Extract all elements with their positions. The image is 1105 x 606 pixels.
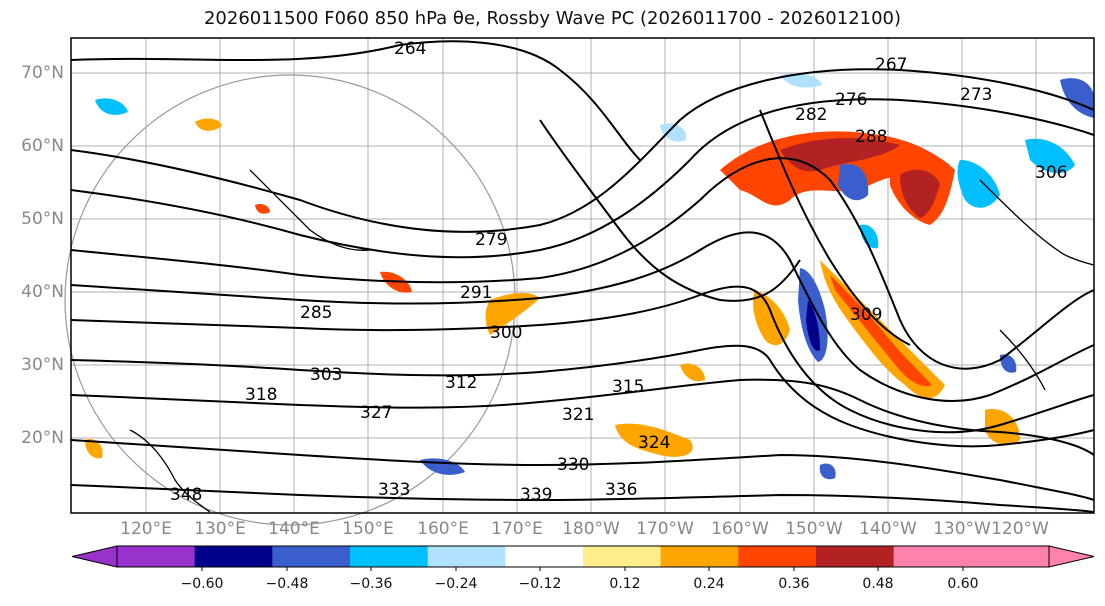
contour-label: 273 [960,85,992,105]
positive-anomalies [85,118,1020,459]
contour-label: 339 [520,485,552,505]
contour-label: 330 [557,455,589,475]
contour-label: 312 [445,373,477,393]
lon-label: 150°E [342,519,394,539]
contour-label: 348 [170,485,202,505]
lon-label: 160°E [417,519,469,539]
lon-label: 120°E [120,519,172,539]
contour-label: 279 [475,230,507,250]
contour-label: 309 [850,305,882,325]
colorbar-tick-label: 0.12 [609,576,641,592]
contour-label: 336 [605,480,637,500]
lon-label: 120°W [991,519,1049,539]
colorbar-tick-label: 0.48 [862,576,894,592]
lon-label: 170°E [491,519,543,539]
lat-label: 30°N [21,355,64,375]
contour-label: 306 [1035,163,1067,183]
colorbar-tick-label: 0.60 [947,576,979,592]
lon-label: 140°E [268,519,320,539]
coastlines [129,169,1095,513]
contour-label: 333 [378,480,410,500]
contour-label: 264 [394,39,426,59]
map-plot-area [71,38,1094,513]
lat-label: 70°N [21,63,64,83]
colorbar-tick-label: 0.24 [693,576,725,592]
colorbar-tick-label: 0.36 [778,576,810,592]
contour-label-group: 264 267 273 276 279 282 285 288 291 300 … [170,39,1067,505]
lon-label: 130°W [933,519,991,539]
contour-label: 276 [835,90,867,110]
contour-label: 267 [875,55,907,75]
lon-label: 160°W [711,519,769,539]
contour-label: 327 [360,403,392,423]
contour-label: 288 [855,127,887,147]
lon-label: 140°W [859,519,917,539]
map-title: 2026011500 F060 850 hPa θe, Rossby Wave … [203,8,902,29]
lat-label: 60°N [21,136,64,156]
contour-label: 285 [300,303,332,323]
contour-label: 300 [490,323,522,343]
map-frame [70,37,1095,514]
contour-label: 318 [245,385,277,405]
lat-label: 20°N [21,428,64,448]
colorbar-tick-label: −0.36 [349,576,393,592]
contour-label: 282 [795,105,827,125]
contour-label: 291 [460,283,492,303]
colorbar-tick-label: −0.48 [265,576,309,592]
lon-label: 150°W [785,519,843,539]
lon-label: 130°E [194,519,246,539]
contour-label: 321 [562,405,594,425]
lon-label: 170°W [636,519,694,539]
contour-label: 315 [612,377,644,397]
colorbar-tick-label: −0.24 [434,576,478,592]
colorbar-tick-label: −0.12 [518,576,562,592]
colorbar-tick-label: −0.60 [180,576,224,592]
theta-e-contours [70,40,1095,513]
lon-label: 180°W [562,519,620,539]
contour-label: 303 [310,365,342,385]
lat-label: 40°N [21,282,64,302]
contour-label: 324 [638,433,670,453]
lat-label: 50°N [21,209,64,229]
